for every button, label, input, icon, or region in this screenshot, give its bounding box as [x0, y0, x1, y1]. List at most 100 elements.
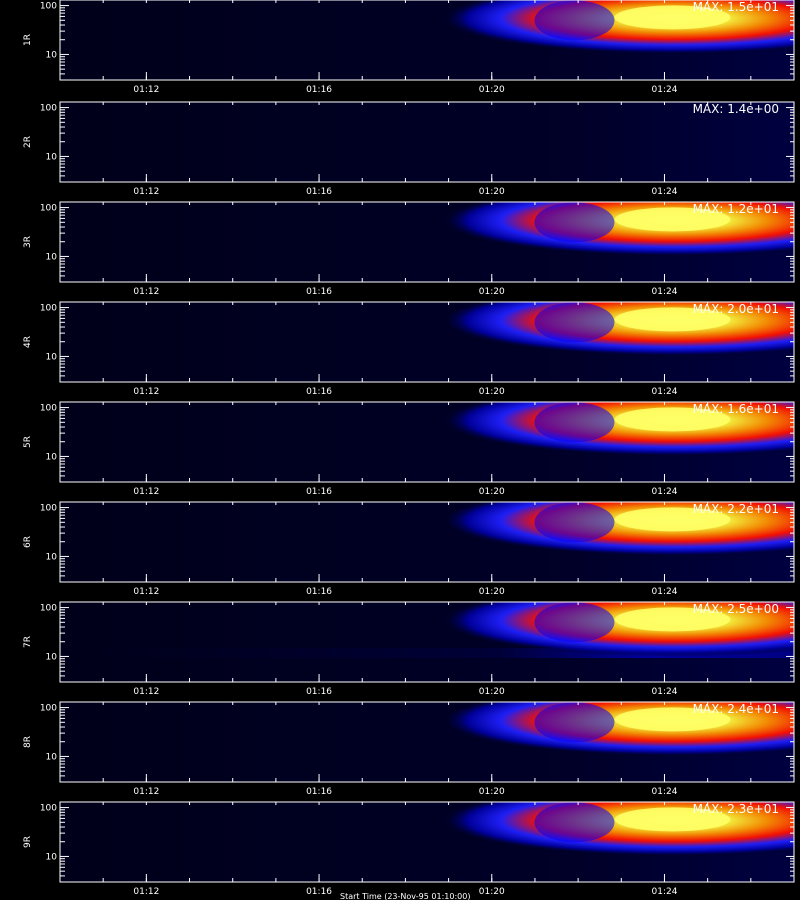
x-tick-label: 01:12: [133, 85, 159, 95]
x-tick-label: 01:20: [479, 887, 505, 897]
channel-label: 2R: [23, 136, 33, 148]
channel-label: 6R: [23, 536, 33, 548]
channel-label: 1R: [23, 34, 33, 46]
y-tick-label: 100: [40, 704, 57, 714]
channel-label: 9R: [23, 836, 33, 848]
x-tick-label: 01:20: [479, 787, 505, 797]
x-tick-label: 01:20: [479, 387, 505, 397]
x-tick-label: 01:12: [133, 387, 159, 397]
emission-edge: [534, 202, 615, 243]
emission-core: [614, 307, 731, 332]
x-tick-label: 01:20: [479, 187, 505, 197]
y-tick-label: 10: [46, 652, 58, 662]
emission-core: [614, 507, 731, 532]
spectrogram-panel-3r: 01:12 01:16 01:20 01:24 10 100 3R MAX: 1.2e+01: [23, 201, 795, 297]
x-tick-label: 01:12: [133, 787, 159, 797]
spectrogram-panel-7r: 01:12 01:16 01:20 01:24 10 100 7R MAX: 2.5e+00: [23, 601, 795, 697]
y-tick-label: 100: [40, 504, 57, 514]
emission-edge: [534, 702, 615, 743]
y-tick-label: 100: [40, 2, 57, 12]
x-tick-label: 01:12: [133, 887, 159, 897]
x-tick-label: 01:24: [652, 887, 678, 897]
y-tick-label: 10: [46, 752, 58, 762]
x-axis-title: Start Time (23-Nov-95 01:10:00): [340, 893, 471, 900]
x-tick-label: 01:24: [652, 487, 678, 497]
emission-edge: [534, 502, 615, 543]
y-tick-label: 10: [46, 252, 58, 262]
x-tick-label: 01:16: [306, 187, 332, 197]
emission-edge: [534, 0, 615, 41]
x-tick-label: 01:12: [133, 487, 159, 497]
spectrogram-panel-1r: 01:12 01:16 01:20 01:24 10 100 1R MAX: 1.5e+01: [23, 0, 795, 95]
emission-edge: [534, 402, 615, 443]
spectrogram-panel-8r: 01:12 01:16 01:20 01:24 10 100 8R MAX: 2.4e+01: [23, 701, 795, 797]
x-tick-label: 01:12: [133, 187, 159, 197]
x-tick-label: 01:16: [306, 287, 332, 297]
x-tick-label: 01:16: [306, 387, 332, 397]
y-tick-label: 100: [40, 804, 57, 814]
y-tick-label: 100: [40, 304, 57, 314]
max-label: MAX: 1.4e+00: [693, 102, 779, 116]
spectrogram-panel-5r: 01:12 01:16 01:20 01:24 10 100 5R MAX: 1.6e+01: [23, 401, 795, 497]
max-label: MAX: 2.4e+01: [693, 702, 779, 716]
x-tick-label: 01:20: [479, 287, 505, 297]
y-tick-label: 10: [46, 152, 58, 162]
x-tick-label: 01:16: [306, 487, 332, 497]
y-tick-label: 10: [46, 552, 58, 562]
emission-core: [614, 707, 731, 732]
channel-label: 7R: [23, 636, 33, 648]
y-tick-label: 10: [46, 452, 58, 462]
x-tick-label: 01:16: [306, 587, 332, 597]
emission-edge: [534, 302, 615, 343]
channel-label: 8R: [23, 736, 33, 748]
y-tick-label: 100: [40, 604, 57, 614]
y-tick-label: 100: [40, 104, 57, 114]
spectrogram-panel-9r: 01:12 01:16 01:20 01:24 10 100 9R MAX: 2.3e+01: [23, 801, 795, 897]
max-label: MAX: 1.2e+01: [693, 202, 779, 216]
background-haze: [60, 102, 794, 182]
x-tick-label: 01:24: [652, 387, 678, 397]
x-tick-label: 01:16: [306, 687, 332, 697]
emission-core: [614, 207, 731, 232]
emission-edge: [534, 602, 615, 643]
emission-edge: [534, 802, 615, 843]
x-tick-label: 01:24: [652, 587, 678, 597]
max-label: MAX: 2.3e+01: [693, 802, 779, 816]
channel-label: 3R: [23, 236, 33, 248]
spectrogram-panel-6r: 01:12 01:16 01:20 01:24 10 100 6R MAX: 2.2e+01: [23, 501, 795, 597]
emission-core: [614, 407, 731, 432]
x-tick-label: 01:24: [652, 187, 678, 197]
y-tick-label: 10: [46, 852, 58, 862]
x-tick-label: 01:24: [652, 787, 678, 797]
y-tick-label: 10: [46, 352, 58, 362]
x-tick-label: 01:12: [133, 587, 159, 597]
x-tick-label: 01:20: [479, 85, 505, 95]
channel-label: 4R: [23, 336, 33, 348]
x-tick-label: 01:20: [479, 687, 505, 697]
spectrogram-panel-2r: 01:12 01:16 01:20 01:24 10 100 2R MAX: 1.4e+00: [23, 101, 795, 197]
emission-core: [614, 5, 731, 30]
x-tick-label: 01:12: [133, 287, 159, 297]
emission-core: [614, 607, 731, 632]
x-tick-label: 01:24: [652, 85, 678, 95]
max-label: MAX: 2.0e+01: [693, 302, 779, 316]
max-label: MAX: 1.6e+01: [693, 402, 779, 416]
y-tick-label: 100: [40, 204, 57, 214]
x-tick-label: 01:16: [306, 887, 332, 897]
max-label: MAX: 2.5e+00: [693, 602, 779, 616]
spectrogram-panel-4r: 01:12 01:16 01:20 01:24 10 100 4R MAX: 2.0e+01: [23, 301, 795, 397]
x-tick-label: 01:16: [306, 787, 332, 797]
x-tick-label: 01:16: [306, 85, 332, 95]
emission-core: [614, 807, 731, 832]
max-label: MAX: 1.5e+01: [693, 0, 779, 14]
y-tick-label: 100: [40, 404, 57, 414]
noise-band: [60, 648, 794, 658]
x-tick-label: 01:24: [652, 287, 678, 297]
channel-label: 5R: [23, 436, 33, 448]
x-tick-label: 01:24: [652, 687, 678, 697]
x-tick-label: 01:20: [479, 487, 505, 497]
max-label: MAX: 2.2e+01: [693, 502, 779, 516]
x-tick-label: 01:12: [133, 687, 159, 697]
x-tick-label: 01:20: [479, 587, 505, 597]
